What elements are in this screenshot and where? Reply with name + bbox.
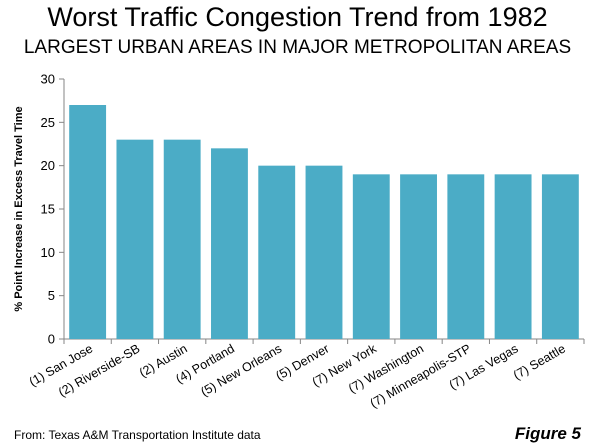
y-axis-label: % Point Increase in Excess Travel Time — [13, 106, 25, 311]
bar — [494, 174, 532, 339]
y-tick-label: 5 — [48, 288, 55, 303]
figure-label: Figure 5 — [514, 424, 581, 443]
bar — [163, 139, 201, 339]
bar — [352, 174, 390, 339]
bar — [258, 165, 296, 339]
bar — [69, 105, 107, 339]
chart-subtitle: LARGEST URBAN AREAS IN MAJOR METROPOLITA… — [23, 37, 572, 58]
source-note: From: Texas A&M Transportation Institute… — [14, 428, 261, 442]
y-tick-label: 20 — [41, 158, 55, 173]
y-tick-label: 0 — [48, 332, 55, 347]
bar — [116, 139, 154, 339]
y-tick-label: 10 — [41, 245, 55, 260]
x-category-label: (2) Riverside-SB — [56, 341, 142, 399]
chart-title: Worst Traffic Congestion Trend from 1982 — [47, 2, 548, 32]
bar — [211, 148, 248, 339]
x-category-label: (5) New Orleans — [198, 341, 284, 399]
y-tick-label: 25 — [41, 115, 55, 130]
y-tick-label: 30 — [41, 72, 55, 87]
x-category-label: (7) Seattle — [511, 341, 568, 382]
bar — [447, 174, 485, 339]
bar — [541, 174, 579, 339]
bar — [400, 174, 437, 339]
y-tick-label: 15 — [41, 202, 55, 217]
bar — [305, 165, 343, 339]
